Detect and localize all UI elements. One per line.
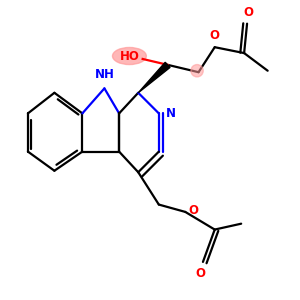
Text: O: O xyxy=(189,204,199,217)
Text: O: O xyxy=(244,6,254,19)
Text: O: O xyxy=(210,29,220,42)
Text: N: N xyxy=(166,107,176,120)
Ellipse shape xyxy=(191,64,203,77)
Ellipse shape xyxy=(112,47,146,64)
Text: O: O xyxy=(195,267,205,280)
Text: NH: NH xyxy=(94,68,114,81)
Polygon shape xyxy=(138,62,170,93)
Text: HO: HO xyxy=(119,50,139,62)
